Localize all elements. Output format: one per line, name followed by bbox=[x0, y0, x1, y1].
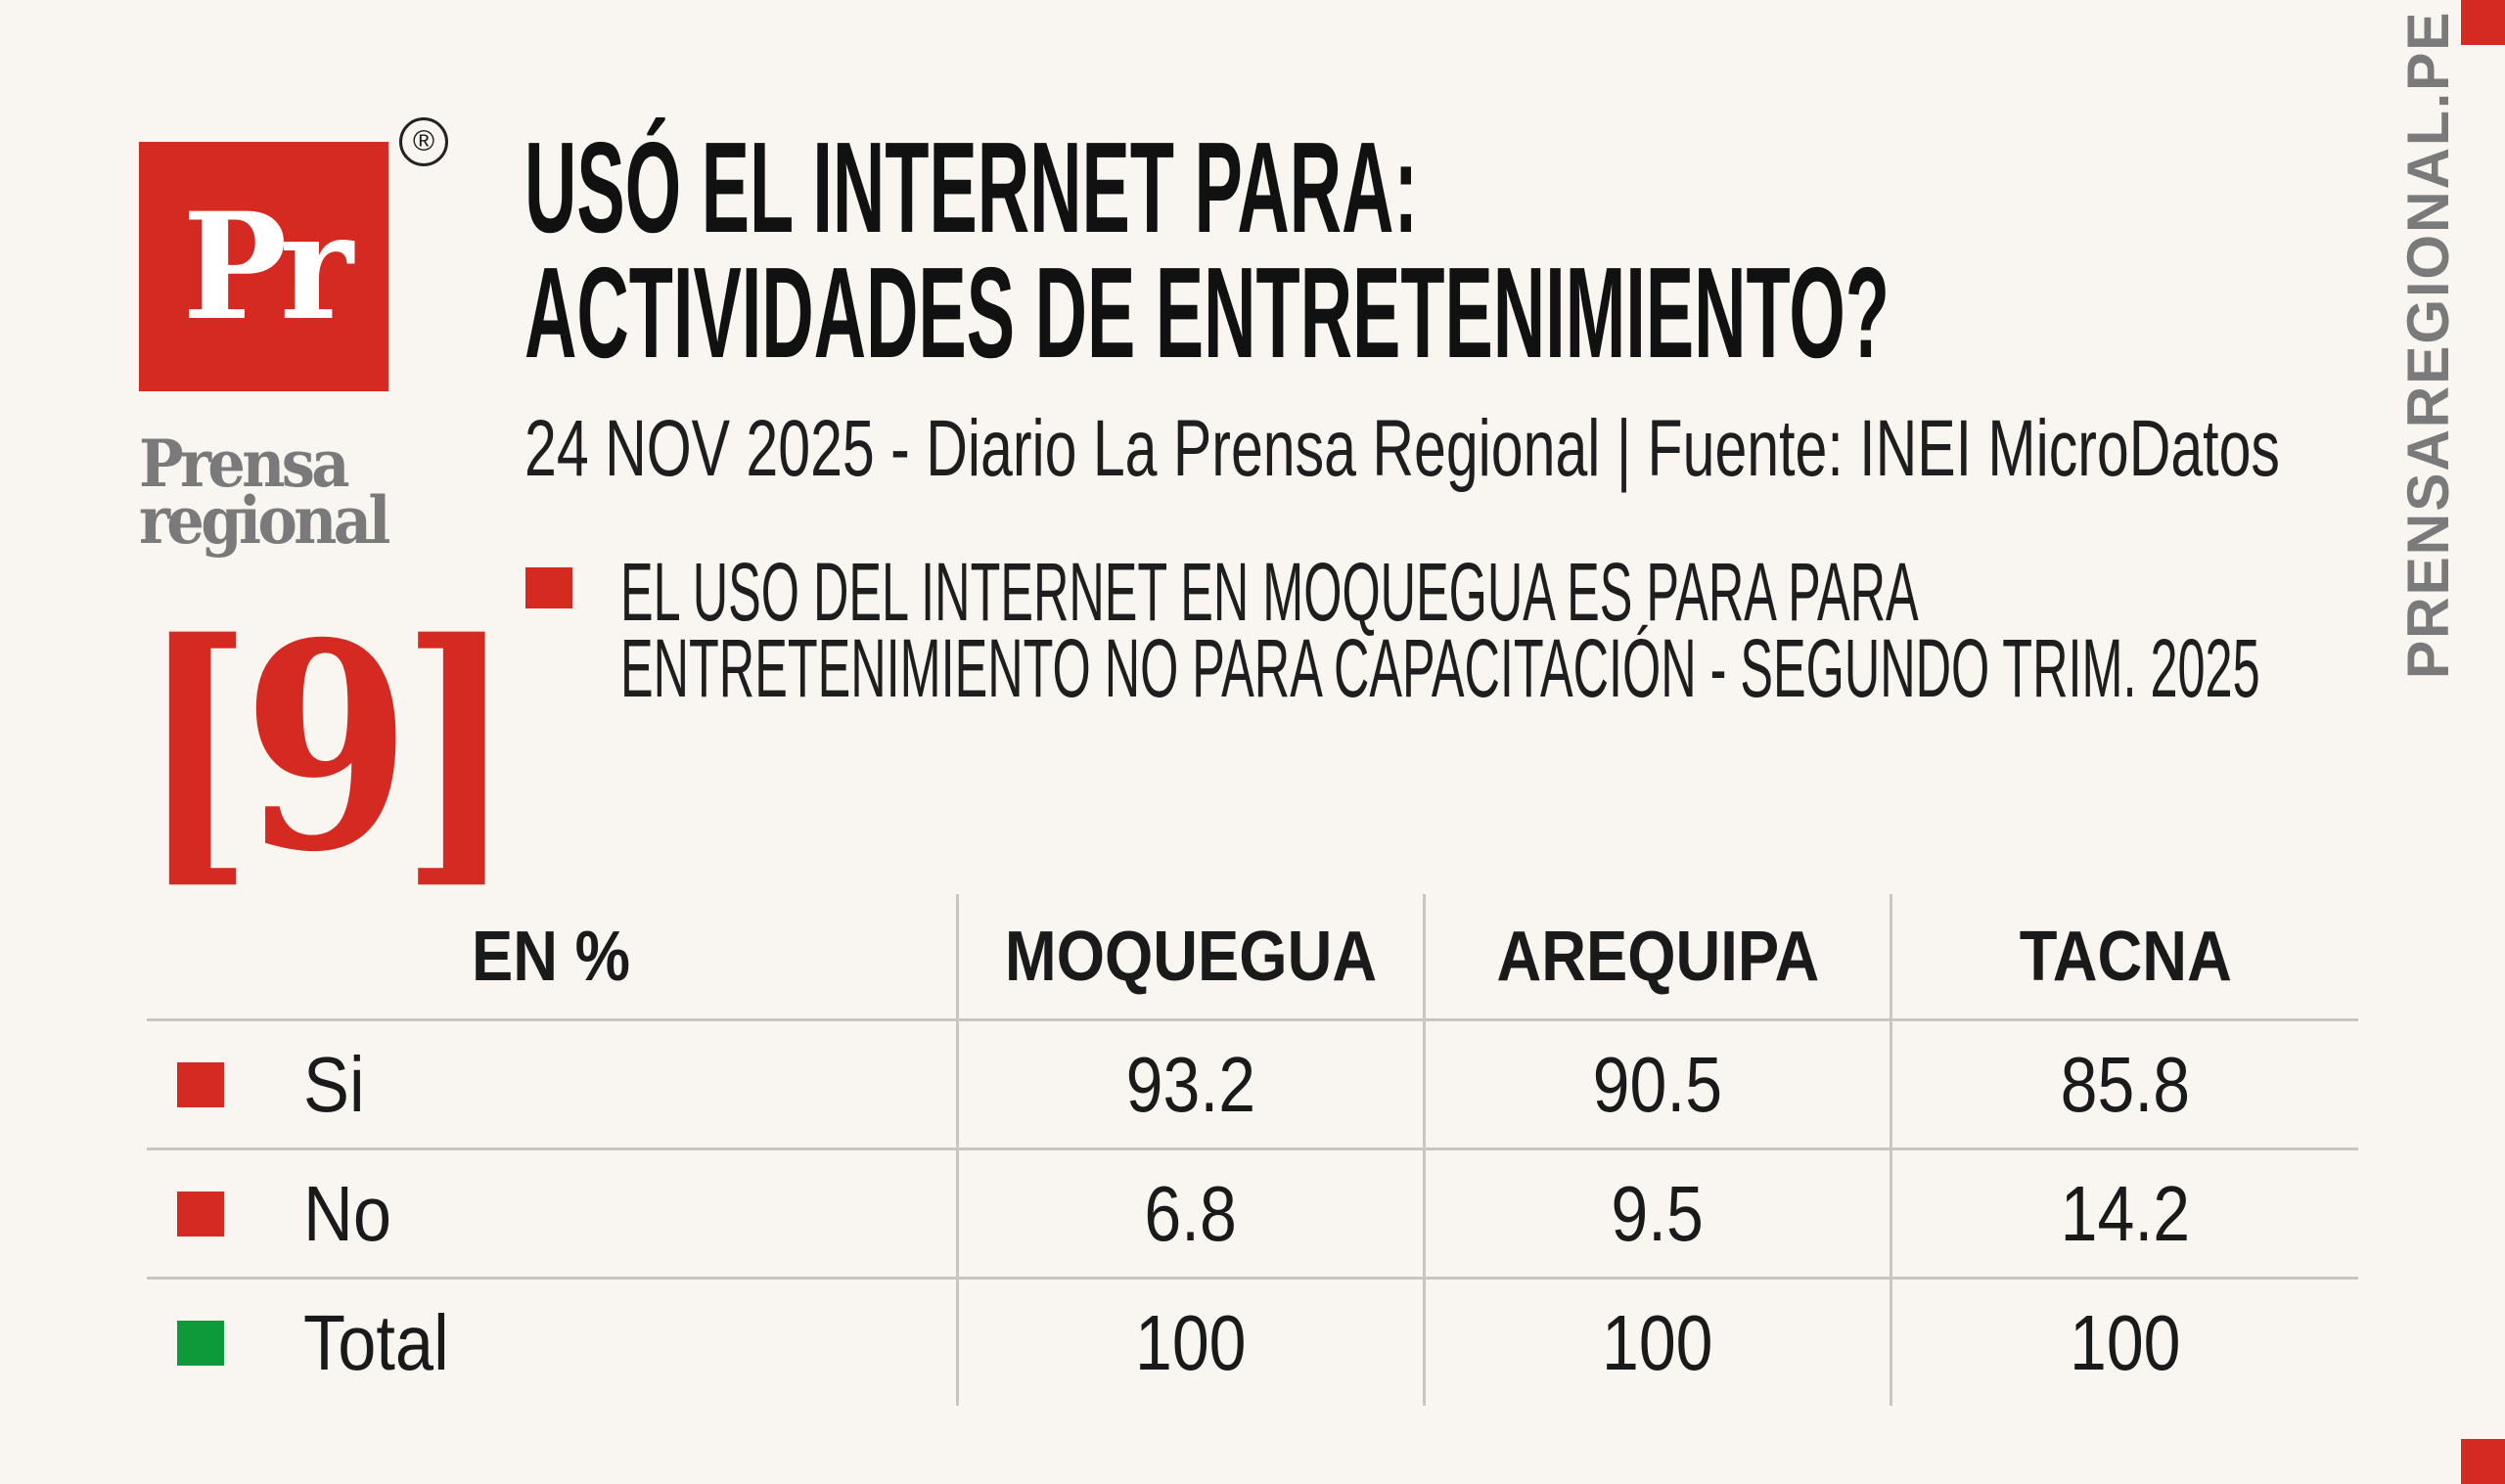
table-cell: 14.2 bbox=[2060, 1170, 2191, 1257]
row-marker-icon bbox=[177, 1321, 224, 1366]
row-marker-icon bbox=[177, 1062, 224, 1107]
table-cell: 100 bbox=[1135, 1299, 1247, 1386]
registered-mark: ® bbox=[399, 117, 448, 166]
issue-number: [9] bbox=[139, 582, 515, 915]
divider bbox=[1423, 894, 1426, 1406]
table-cell: 9.5 bbox=[1611, 1170, 1705, 1257]
table-cell: 100 bbox=[2070, 1299, 2181, 1386]
row-label: Si bbox=[303, 1041, 365, 1128]
corner-accent-top bbox=[2461, 0, 2505, 45]
divider bbox=[956, 894, 959, 1406]
divider bbox=[147, 1147, 2358, 1150]
column-header: MOQUEGUA bbox=[1004, 918, 1378, 996]
column-header: TACNA bbox=[2019, 918, 2232, 996]
subtitle: 24 NOV 2025 - Diario La Prensa Regional … bbox=[524, 404, 2280, 493]
row-marker-icon bbox=[177, 1192, 224, 1237]
table-cell: 90.5 bbox=[1592, 1041, 1723, 1128]
table-cell: 93.2 bbox=[1125, 1041, 1256, 1128]
table-cell: 100 bbox=[1602, 1299, 1713, 1386]
bullet-square-icon bbox=[525, 567, 572, 608]
table-cell: 6.8 bbox=[1144, 1170, 1238, 1257]
divider bbox=[147, 1018, 2358, 1021]
column-header: AREQUIPA bbox=[1496, 918, 1819, 996]
corner-accent-bottom bbox=[2461, 1439, 2505, 1484]
row-label: Total bbox=[303, 1299, 449, 1386]
table-cell: 85.8 bbox=[2060, 1041, 2191, 1128]
site-url-vertical: PRENSAREGIONAL.PE bbox=[2395, 10, 2461, 679]
note: EL USO DEL INTERNET EN MOQUEGUA ES PARA … bbox=[620, 546, 2260, 714]
column-header: EN % bbox=[472, 918, 631, 996]
divider bbox=[147, 1277, 2358, 1280]
brand-name: Prensa regional bbox=[139, 426, 390, 559]
row-label: No bbox=[303, 1170, 391, 1257]
page-title: USÓ EL INTERNET PARA: ACTIVIDADES DE ENT… bbox=[524, 115, 1890, 384]
logo: Pr bbox=[139, 142, 388, 391]
divider bbox=[1890, 894, 1892, 1406]
